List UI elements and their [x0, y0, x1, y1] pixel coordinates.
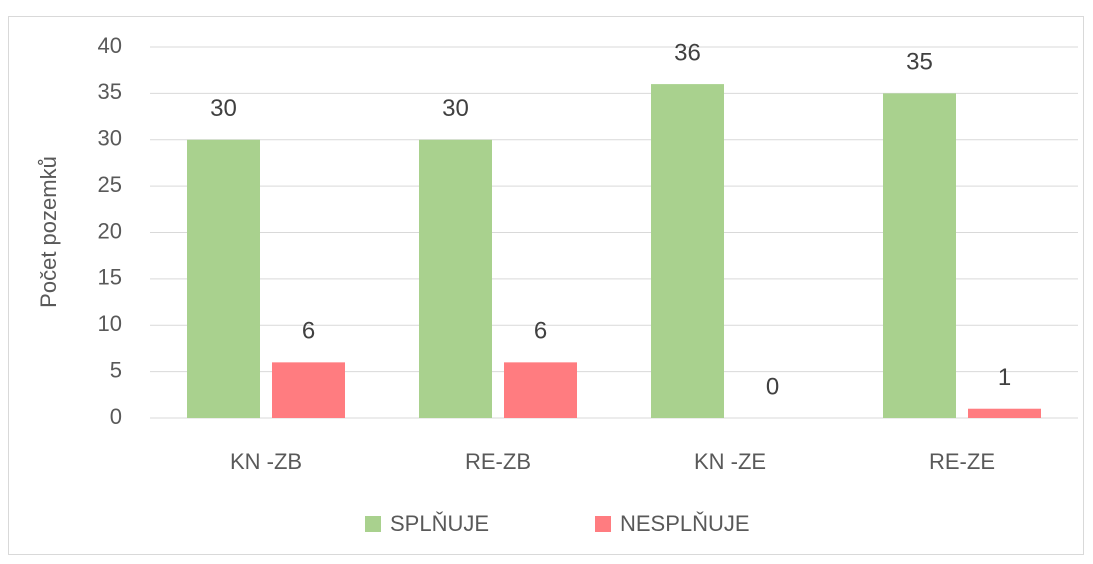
- legend-swatch: [365, 516, 381, 532]
- data-label: 30: [442, 95, 469, 122]
- bar: [504, 362, 577, 418]
- legend-label: NESPLŇUJE: [620, 511, 750, 536]
- bar: [272, 362, 345, 418]
- y-tick-label: 15: [98, 265, 122, 290]
- data-label: 6: [534, 318, 547, 345]
- x-tick-label: RE-ZB: [465, 449, 531, 474]
- y-tick-label: 30: [98, 126, 122, 151]
- x-tick-label: KN -ZB: [230, 449, 302, 474]
- y-tick-label: 25: [98, 172, 122, 197]
- bar: [419, 139, 492, 418]
- bar: [651, 84, 724, 418]
- data-label: 30: [210, 95, 237, 122]
- legend-label: SPLŇUJE: [390, 511, 489, 536]
- data-label: 1: [998, 364, 1011, 391]
- y-axis-label: Počet pozemků: [36, 156, 61, 308]
- y-tick-label: 40: [98, 33, 122, 58]
- data-label: 36: [674, 39, 701, 66]
- y-tick-label: 10: [98, 311, 122, 336]
- y-tick-label: 35: [98, 79, 122, 104]
- x-tick-label: RE-ZE: [929, 449, 995, 474]
- x-tick-label: KN -ZE: [694, 449, 766, 474]
- data-label: 0: [766, 373, 779, 400]
- y-tick-label: 5: [110, 357, 122, 382]
- bar: [968, 408, 1041, 418]
- data-label: 35: [906, 49, 933, 76]
- y-tick-label: 20: [98, 218, 122, 243]
- y-tick-label: 0: [110, 404, 122, 429]
- bar: [883, 93, 956, 418]
- data-label: 6: [302, 318, 315, 345]
- legend-swatch: [595, 516, 611, 532]
- bar: [187, 139, 260, 418]
